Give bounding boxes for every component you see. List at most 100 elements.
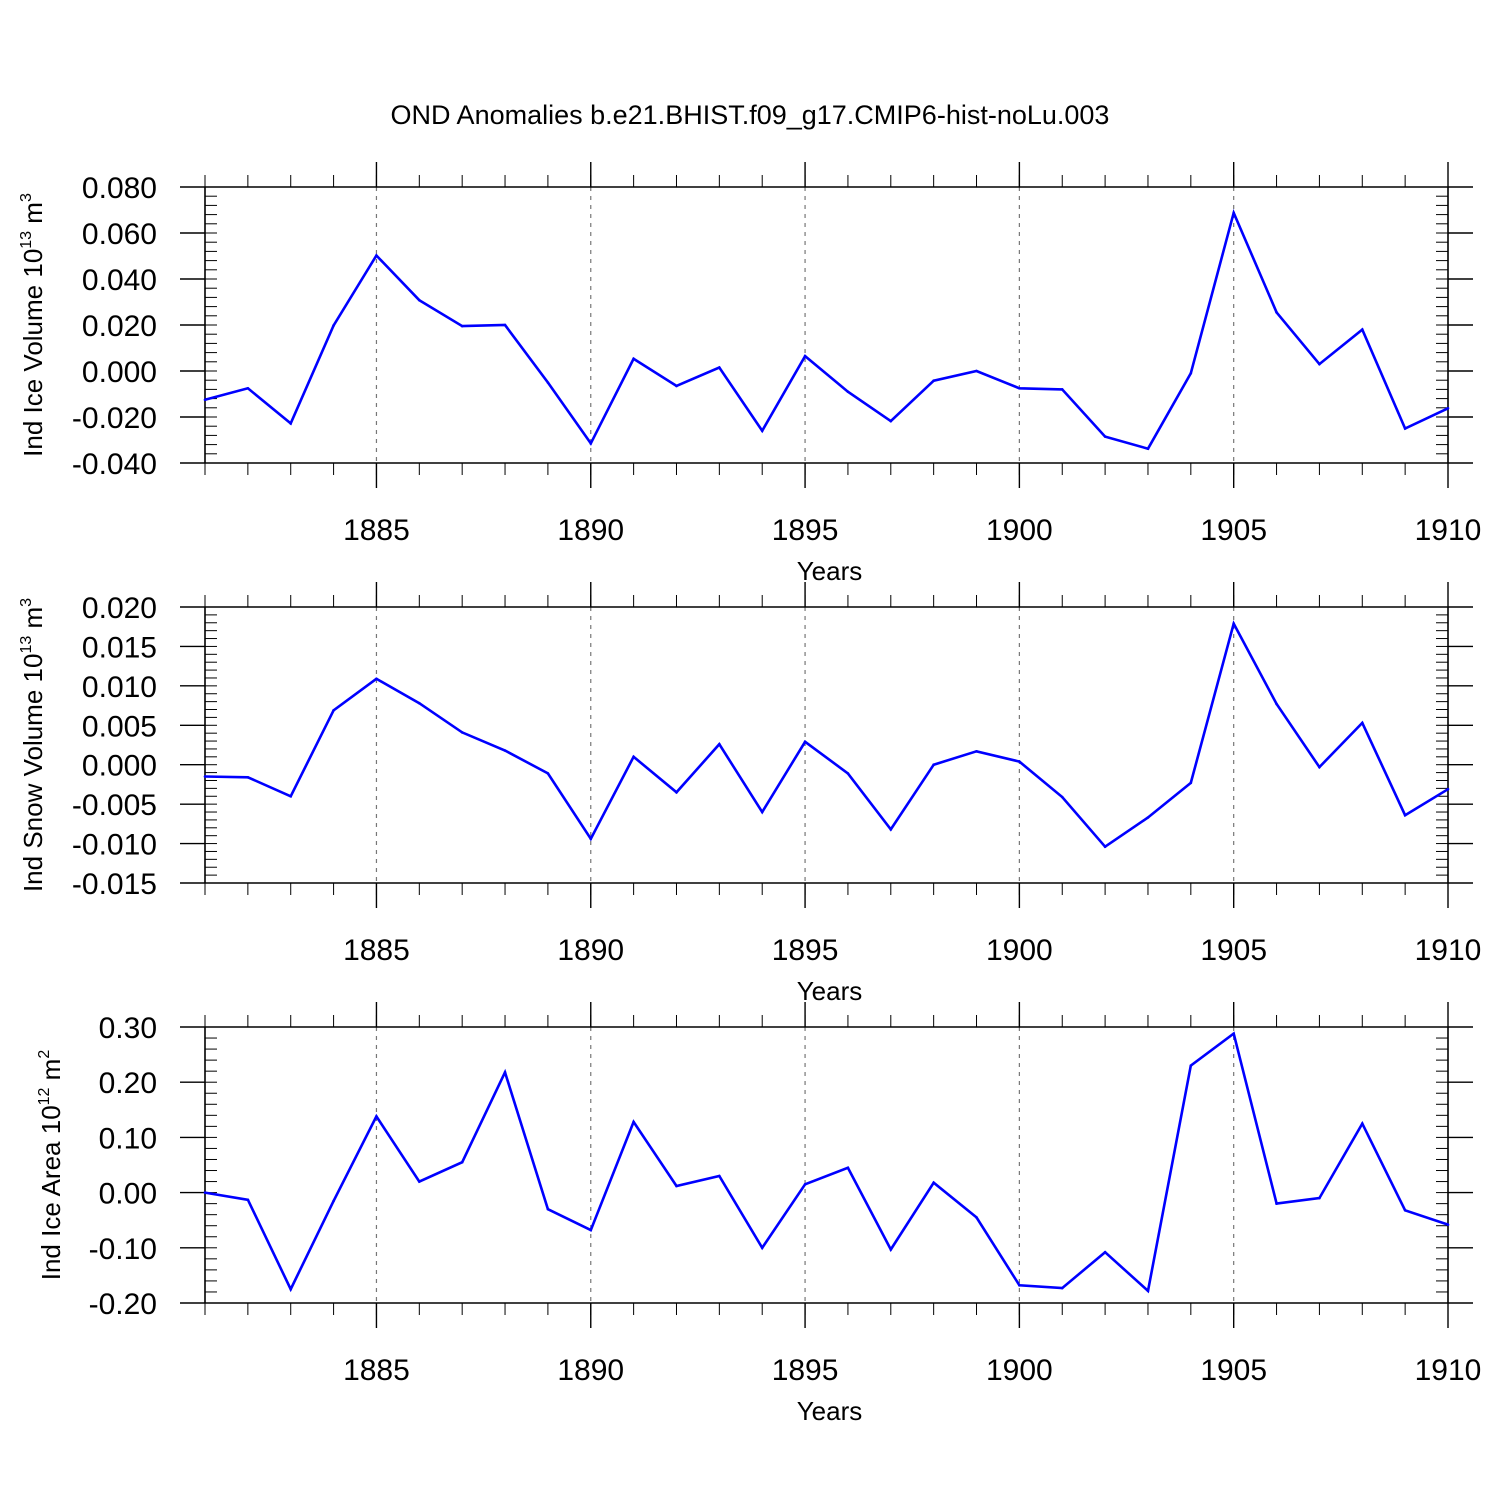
data-point-1902 [1103, 1250, 1107, 1254]
data-point-1896 [846, 1166, 850, 1170]
x-tick-label-1890: 1890 [557, 514, 624, 547]
x-tick-label-1905: 1905 [1200, 1354, 1267, 1387]
data-point-1891 [632, 357, 635, 361]
data-point-1893 [718, 742, 721, 746]
data-point-1897 [889, 828, 893, 831]
y-tick-label: 0.20 [99, 1067, 157, 1100]
data-point-1901 [1060, 388, 1064, 391]
data-point-1888 [503, 749, 507, 752]
x-tick-label-1905: 1905 [1200, 514, 1267, 547]
data-point-1908 [1360, 328, 1364, 331]
data-point-1906 [1275, 311, 1278, 314]
data-point-1901 [1060, 795, 1064, 799]
data-point-1886 [418, 298, 421, 302]
y-tick-label: 0.000 [82, 356, 157, 389]
y-tick-label: -0.020 [72, 402, 157, 435]
data-point-1892 [675, 1184, 678, 1188]
data-point-1891 [632, 1120, 635, 1124]
data-point-1885 [375, 677, 378, 681]
data-point-1900 [1018, 386, 1021, 390]
data-point-1905 [1232, 1032, 1235, 1035]
data-point-1883 [289, 794, 293, 798]
y-axis-label-text: m [36, 1059, 66, 1088]
y-tick-label: 0.000 [82, 750, 157, 783]
data-point-1883 [289, 1287, 293, 1291]
data-point-1897 [889, 419, 893, 423]
y-tick-label: -0.005 [72, 789, 157, 822]
data-point-1909 [1403, 1208, 1407, 1212]
y-tick-label: 0.010 [82, 671, 157, 704]
data-point-1887 [460, 731, 464, 734]
data-point-1909 [1403, 427, 1407, 430]
y-axis-label-superscript: 3 [18, 193, 35, 202]
x-axis-label: Years [797, 556, 863, 586]
data-point-1896 [846, 772, 850, 775]
x-tick-label-1895: 1895 [772, 934, 839, 967]
data-point-1890 [589, 1228, 593, 1232]
x-tick-label-1910: 1910 [1415, 934, 1482, 967]
data-point-1886 [418, 701, 421, 705]
data-point-1893 [718, 1174, 721, 1178]
data-point-1902 [1103, 435, 1107, 438]
data-point-1887 [460, 1160, 464, 1164]
data-point-1906 [1275, 1202, 1278, 1205]
y-axis-label: Ind Ice Area 1012 m2 [36, 1050, 66, 1281]
y-tick-label: 0.020 [82, 310, 157, 343]
data-point-1884 [332, 709, 335, 712]
y-tick-label: 0.015 [82, 631, 157, 664]
x-tick-label-1885: 1885 [343, 934, 410, 967]
data-point-1893 [718, 366, 721, 369]
data-point-1891 [632, 755, 635, 759]
y-axis-label-superscript: 13 [18, 231, 35, 249]
y-axis-label-superscript: 12 [36, 1087, 53, 1105]
data-point-1881 [203, 1191, 207, 1194]
y-tick-label: 0.080 [82, 172, 157, 205]
data-point-1889 [546, 772, 550, 775]
data-point-1896 [846, 390, 850, 394]
panel-ice-volume: 0.080 0.060 0.040 0.020 0.000 -0.020 -0.040 188… [18, 162, 1481, 586]
panel-snow-volume: 0.020 0.015 0.010 0.005 0.000 -0.005 -0.010 -0.… [18, 582, 1481, 1006]
x-tick-label-1910: 1910 [1415, 1354, 1482, 1387]
data-point-1910 [1446, 787, 1450, 791]
data-point-1908 [1360, 1122, 1364, 1125]
data-point-1897 [889, 1248, 893, 1251]
y-tick-label: -0.10 [89, 1233, 157, 1266]
data-point-1899 [975, 1216, 978, 1219]
x-tick-label-1890: 1890 [557, 1354, 624, 1387]
data-point-1904 [1189, 1064, 1193, 1067]
data-point-1889 [546, 1207, 550, 1211]
data-point-1884 [332, 324, 335, 327]
y-tick-label: 0.060 [82, 218, 157, 251]
data-point-1904 [1189, 372, 1193, 375]
data-point-1907 [1318, 765, 1321, 769]
data-point-1903 [1146, 1289, 1150, 1293]
y-axis-label-text: m [18, 607, 48, 636]
data-point-1888 [503, 323, 507, 327]
data-point-1905 [1232, 622, 1235, 625]
y-tick-label: 0.005 [82, 710, 157, 743]
data-point-1901 [1060, 1286, 1064, 1290]
data-point-1898 [932, 379, 935, 382]
y-tick-label: -0.015 [72, 868, 157, 901]
data-point-1885 [375, 254, 378, 257]
panel-ice-area: 0.30 0.20 0.10 0.00 -0.10 -0.20 1885 1890 1895 19… [36, 1002, 1481, 1426]
x-tick-label-1900: 1900 [986, 934, 1053, 967]
data-point-1888 [503, 1070, 507, 1074]
data-point-1884 [332, 1199, 335, 1203]
x-tick-label-1900: 1900 [986, 1354, 1053, 1387]
data-point-1894 [760, 429, 764, 433]
data-point-1900 [1018, 1284, 1021, 1287]
y-axis-label-superscript: 13 [18, 636, 35, 654]
plot-title: OND Anomalies b.e21.BHIST.f09_g17.CMIP6-… [391, 100, 1110, 130]
data-point-1907 [1318, 362, 1321, 366]
y-tick-label: -0.010 [72, 829, 157, 862]
data-point-1882 [246, 386, 250, 390]
data-point-1899 [975, 369, 978, 373]
data-point-1882 [246, 776, 250, 779]
data-point-1881 [203, 775, 207, 778]
data-point-1883 [289, 422, 293, 425]
y-tick-label: 0.30 [99, 1012, 157, 1045]
data-point-1900 [1018, 760, 1021, 763]
y-tick-label: 0.040 [82, 264, 157, 297]
